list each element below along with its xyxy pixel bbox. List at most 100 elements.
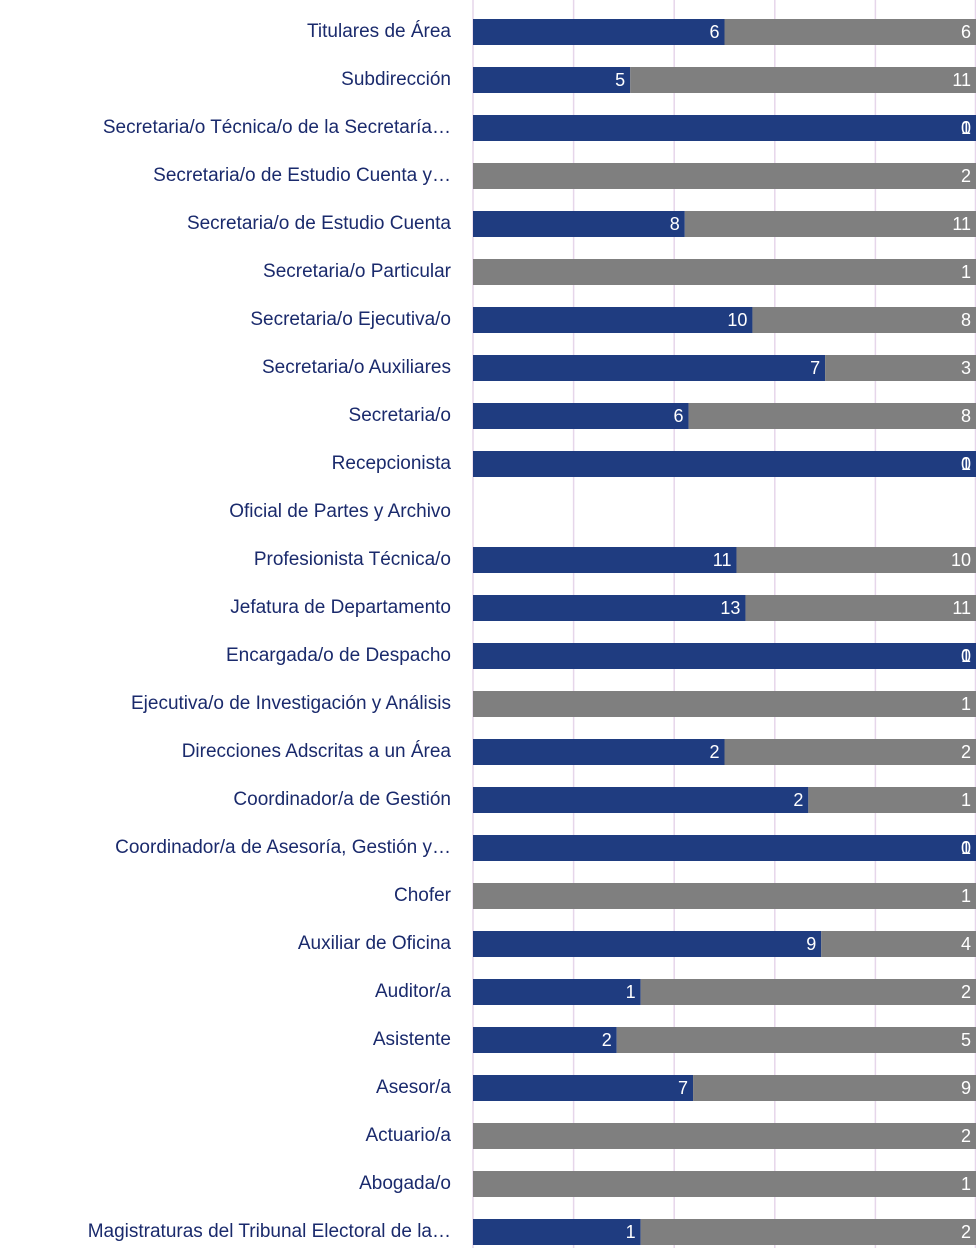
category-label: Profesionista Técnica/o xyxy=(254,549,451,570)
value-label: 10 xyxy=(951,550,971,570)
bar-segment xyxy=(640,1219,976,1245)
category-label: Jefatura de Departamento xyxy=(230,597,451,618)
value-label: 0 xyxy=(961,118,971,138)
category-label: Coordinador/a de Gestión xyxy=(233,789,451,810)
bar-segment xyxy=(473,259,976,285)
bar-segment xyxy=(473,739,725,765)
bar-segment xyxy=(473,115,976,141)
value-label: 9 xyxy=(806,934,816,954)
category-label: Direcciones Adscritas a un Área xyxy=(182,741,452,762)
value-label: 13 xyxy=(720,598,740,618)
value-label: 1 xyxy=(961,1174,971,1194)
bar-segment xyxy=(473,931,822,957)
bar-segment xyxy=(473,451,976,477)
category-label: Titulares de Área xyxy=(307,21,451,42)
bar-segment xyxy=(473,403,689,429)
value-label: 7 xyxy=(678,1078,688,1098)
value-label: 11 xyxy=(952,70,971,90)
bar-segment xyxy=(473,19,725,45)
bar-segment xyxy=(808,787,976,813)
value-label: 0 xyxy=(961,646,971,666)
value-label: 2 xyxy=(602,1030,612,1050)
value-label: 6 xyxy=(674,406,684,426)
category-label: Recepcionista xyxy=(332,453,452,474)
value-label: 1 xyxy=(961,694,971,714)
value-label: 2 xyxy=(961,166,971,186)
value-label: 11 xyxy=(952,598,971,618)
bar-segment xyxy=(473,691,976,717)
value-label: 2 xyxy=(961,982,971,1002)
value-label: 10 xyxy=(727,310,747,330)
category-label: Chofer xyxy=(394,885,452,906)
value-label: 1 xyxy=(961,262,971,282)
bar-segment xyxy=(473,835,976,861)
category-label: Ejecutiva/o de Investigación y Análisis xyxy=(131,693,451,714)
value-label: 1 xyxy=(961,118,971,138)
bar-segment xyxy=(473,1219,641,1245)
value-label: 2 xyxy=(961,1222,971,1242)
bar-segment xyxy=(684,211,976,237)
bar-segment xyxy=(724,19,976,45)
bar-segment xyxy=(752,307,976,333)
value-label: 0 xyxy=(961,454,971,474)
value-label: 8 xyxy=(670,214,680,234)
value-label: 7 xyxy=(810,358,820,378)
category-label: Encargada/o de Despacho xyxy=(226,645,451,666)
category-label: Subdirección xyxy=(341,69,451,90)
category-label: Magistraturas del Tribunal Electoral de … xyxy=(88,1221,451,1242)
bar-segment xyxy=(473,1171,976,1197)
bar-segment xyxy=(724,739,976,765)
value-label: 8 xyxy=(961,406,971,426)
category-label: Secretaria/o de Estudio Cuenta y… xyxy=(153,165,451,186)
value-label: 6 xyxy=(709,22,719,42)
value-label: 2 xyxy=(793,790,803,810)
category-label: Coordinador/a de Asesoría, Gestión y… xyxy=(115,837,451,858)
value-label: 1 xyxy=(961,838,971,858)
bar-segment xyxy=(736,547,976,573)
category-label: Asesor/a xyxy=(376,1077,451,1098)
category-label: Secretaria/o Ejecutiva/o xyxy=(250,309,451,330)
bar-segment xyxy=(821,931,976,957)
category-label: Secretaria/o Técnica/o de la Secretaría… xyxy=(103,117,451,138)
bar-segment xyxy=(473,979,641,1005)
bar-segment xyxy=(473,211,685,237)
bar-segment xyxy=(473,1123,976,1149)
bar-segment xyxy=(473,643,976,669)
bar-segment xyxy=(473,787,809,813)
bar-segment xyxy=(473,1075,694,1101)
category-label: Actuario/a xyxy=(365,1125,451,1146)
value-label: 1 xyxy=(961,886,971,906)
bar-segment xyxy=(473,163,976,189)
value-label: 1 xyxy=(626,1222,636,1242)
bar-segment xyxy=(473,355,826,381)
value-label: 5 xyxy=(615,70,625,90)
category-label: Secretaria/o Particular xyxy=(263,261,452,282)
value-label: 1 xyxy=(626,982,636,1002)
category-label: Auxiliar de Oficina xyxy=(298,933,452,954)
value-label: 5 xyxy=(961,1030,971,1050)
value-label: 4 xyxy=(961,934,971,954)
bar-segment xyxy=(745,595,976,621)
bar-segment xyxy=(616,1027,976,1053)
category-label: Oficial de Partes y Archivo xyxy=(229,501,451,522)
category-label: Asistente xyxy=(373,1029,451,1050)
category-label: Abogada/o xyxy=(359,1173,451,1194)
value-label: 9 xyxy=(961,1078,971,1098)
category-label: Secretaria/o Auxiliares xyxy=(262,357,451,378)
value-label: 2 xyxy=(709,742,719,762)
bar-segment xyxy=(473,67,631,93)
bar-segment xyxy=(473,1027,617,1053)
bar-segment xyxy=(640,979,976,1005)
value-label: 1 xyxy=(961,454,971,474)
value-label: 6 xyxy=(961,22,971,42)
value-label: 8 xyxy=(961,310,971,330)
bar-segment xyxy=(688,403,976,429)
bar-segment xyxy=(693,1075,976,1101)
value-label: 11 xyxy=(713,550,732,570)
value-label: 3 xyxy=(961,358,971,378)
category-label: Secretaria/o de Estudio Cuenta xyxy=(187,213,451,234)
category-label: Secretaria/o xyxy=(349,405,451,426)
value-label: 2 xyxy=(961,1126,971,1146)
value-label: 1 xyxy=(961,646,971,666)
